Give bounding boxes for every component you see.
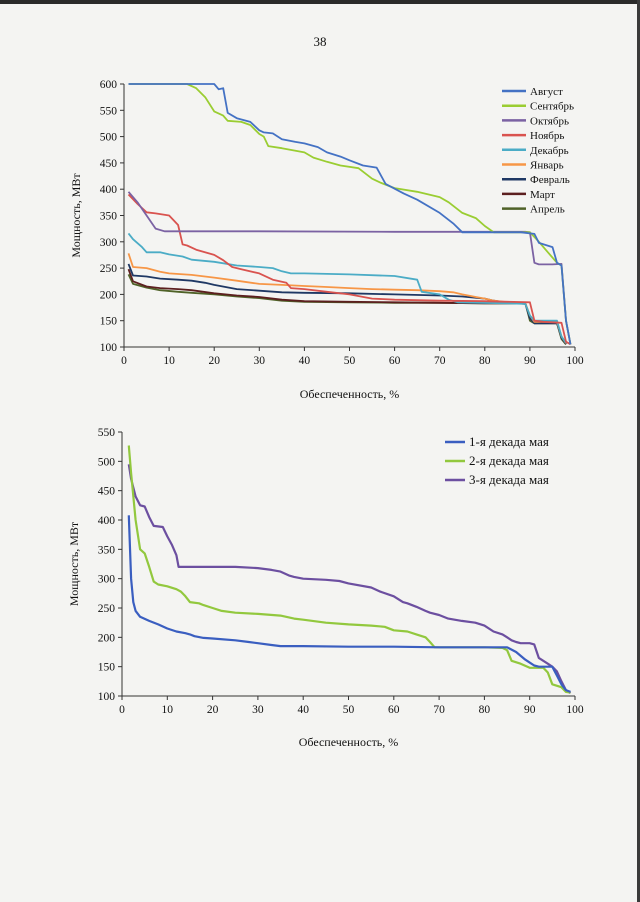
y-tick-label: 500 — [98, 456, 116, 468]
x-tick-label: 70 — [434, 355, 446, 367]
x-tick-label: 10 — [162, 704, 174, 716]
y-tick-label: 150 — [98, 662, 116, 674]
x-axis-title: Обеспеченность, % — [299, 735, 399, 749]
x-tick-label: 70 — [433, 704, 445, 716]
x-tick-label: 20 — [207, 704, 219, 716]
series-line-2 — [128, 83, 572, 345]
y-tick-label: 250 — [98, 603, 116, 615]
legend-label: 1-я декада мая — [469, 434, 549, 449]
series-line-1 — [128, 83, 572, 345]
legend-label: Сентябрь — [530, 101, 574, 113]
series-line-7 — [127, 263, 567, 345]
series-line-3 — [127, 464, 572, 695]
x-tick-label: 30 — [254, 355, 266, 367]
series-line-1 — [127, 515, 571, 693]
legend-label: 2-я декада мая — [469, 453, 549, 468]
series-line-5 — [127, 232, 567, 344]
y-tick-label: 200 — [100, 289, 118, 301]
legend-label: Декабрь — [530, 145, 569, 157]
x-axis-title: Обеспеченность, % — [300, 387, 400, 401]
y-tick-label: 100 — [98, 691, 116, 703]
y-tick-label: 300 — [98, 574, 116, 586]
y-tick-label: 300 — [100, 237, 118, 249]
legend-label: 3-я декада мая — [469, 472, 549, 487]
y-tick-label: 400 — [98, 515, 116, 527]
series-line-4 — [127, 193, 571, 346]
x-tick-label: 90 — [524, 704, 536, 716]
y-tick-label: 600 — [100, 79, 118, 91]
x-tick-label: 40 — [299, 355, 311, 367]
x-tick-label: 80 — [479, 355, 491, 367]
x-tick-label: 60 — [389, 355, 401, 367]
y-tick-label: 200 — [98, 632, 116, 644]
legend-label: Март — [530, 189, 555, 201]
x-tick-label: 0 — [121, 355, 127, 367]
x-tick-label: 100 — [566, 355, 584, 367]
y-tick-label: 550 — [98, 427, 116, 439]
x-tick-label: 10 — [163, 355, 175, 367]
y-tick-label: 550 — [100, 105, 118, 117]
x-tick-label: 80 — [479, 704, 491, 716]
y-axis-title: Мощность, МВт — [67, 521, 81, 606]
page-right-edge — [637, 0, 640, 902]
x-tick-label: 30 — [252, 704, 264, 716]
y-tick-label: 350 — [100, 211, 118, 223]
chart-monthly-power-duration: 100 150 200 250 300 350 400 450 500 550 600 0 10 20 30… — [69, 79, 584, 401]
x-tick-label: 40 — [297, 704, 309, 716]
page-top-edge — [0, 0, 640, 4]
series-line-6 — [127, 253, 567, 344]
legend-label: Апрель — [530, 204, 565, 216]
legend-label: Ноябрь — [530, 130, 564, 142]
series-line-3 — [127, 191, 572, 345]
x-tick-label: 50 — [344, 355, 356, 367]
x-tick-label: 20 — [208, 355, 220, 367]
y-tick-label: 250 — [100, 263, 118, 275]
legend-label: Август — [530, 86, 563, 98]
series-line-2 — [127, 445, 571, 694]
legend-label: Январь — [530, 160, 564, 172]
y-tick-label: 450 — [100, 158, 118, 170]
x-tick-label: 100 — [566, 704, 584, 716]
y-tick-label: 450 — [98, 486, 116, 498]
x-tick-label: 90 — [524, 355, 536, 367]
series-line-9 — [127, 274, 567, 345]
y-axis-title: Мощность, МВт — [69, 173, 83, 258]
legend-label: Февраль — [530, 174, 570, 186]
y-tick-label: 100 — [100, 342, 118, 354]
page-number: 38 — [313, 34, 327, 49]
x-tick-label: 50 — [343, 704, 355, 716]
y-tick-label: 150 — [100, 316, 118, 328]
y-tick-label: 400 — [100, 184, 118, 196]
chart-may-decades-power-duration: 100 150 200 250 300 350 400 450 500 550 0 10 20 30 40 5… — [67, 427, 584, 749]
y-tick-label: 350 — [98, 544, 116, 556]
y-tick-label: 500 — [100, 132, 118, 144]
legend-label: Октябрь — [530, 115, 569, 127]
x-tick-label: 0 — [119, 704, 125, 716]
x-tick-label: 60 — [388, 704, 400, 716]
